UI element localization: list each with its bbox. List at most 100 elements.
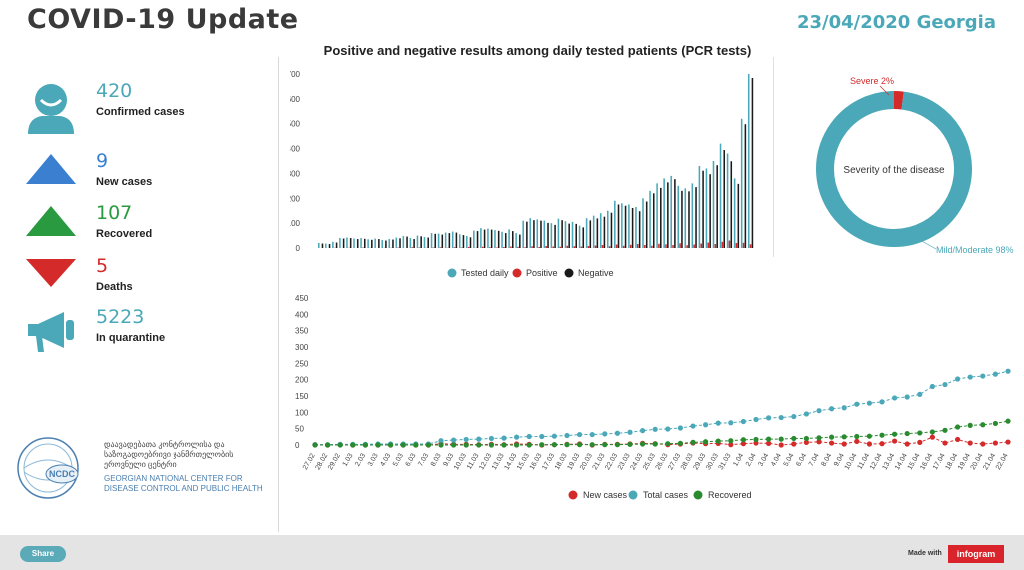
- bar-positive: [481, 246, 484, 248]
- y-tick-label: 600: [290, 95, 301, 104]
- data-point: [526, 442, 532, 448]
- ncdc-badge: NCDC: [49, 469, 75, 479]
- bar-tested: [444, 232, 447, 248]
- data-point: [665, 441, 671, 447]
- bar-tested: [501, 231, 503, 248]
- data-point: [904, 441, 910, 447]
- data-point: [514, 434, 520, 440]
- bar-positive: [566, 245, 569, 248]
- bar-positive: [735, 243, 738, 248]
- data-point: [904, 430, 910, 437]
- data-point: [652, 426, 658, 432]
- data-point: [753, 440, 759, 446]
- share-button[interactable]: Share: [20, 546, 66, 562]
- bar-tested: [747, 74, 750, 248]
- bar-negative: [441, 234, 444, 248]
- legend-label: Total cases: [643, 490, 689, 500]
- bar-negative: [519, 234, 521, 248]
- data-point: [337, 442, 343, 448]
- legend-marker: [568, 490, 578, 500]
- bar-positive: [728, 240, 731, 248]
- bar-negative: [561, 220, 563, 248]
- data-point: [375, 442, 381, 448]
- bar-tested: [487, 228, 489, 248]
- pie-leader-line: [879, 85, 890, 96]
- chart-divider: [773, 57, 774, 257]
- data-point: [1005, 368, 1011, 374]
- data-point: [829, 440, 835, 446]
- bar-tested: [719, 143, 722, 248]
- y-tick-label: 300: [295, 343, 309, 352]
- bar-tested: [536, 219, 539, 248]
- bar-tested: [712, 161, 715, 248]
- stat-recovered: 107 Recovered: [24, 202, 264, 252]
- bar-positive: [693, 244, 695, 248]
- stat-label: New cases: [96, 176, 153, 188]
- data-point: [602, 442, 608, 448]
- infogram-logo[interactable]: infogram: [948, 545, 1004, 563]
- bar-tested: [578, 225, 581, 248]
- bar-positive: [580, 246, 583, 248]
- triangle-up-green-icon: [26, 206, 76, 236]
- data-point: [841, 434, 847, 440]
- bar-tested: [550, 223, 553, 248]
- x-tick-label: 31.03: [718, 452, 733, 471]
- data-point: [778, 436, 784, 442]
- data-point: [312, 442, 318, 448]
- data-point: [866, 433, 873, 439]
- bar-positive: [658, 243, 660, 248]
- x-tick-label: 3.04: [757, 452, 770, 467]
- bar-negative: [610, 212, 613, 248]
- data-point: [917, 439, 923, 445]
- bar-negative: [497, 230, 500, 248]
- data-point: [728, 442, 734, 448]
- bar-tested: [318, 243, 320, 248]
- data-point: [879, 399, 885, 405]
- bar-tested: [430, 233, 433, 248]
- bar-positive: [615, 244, 618, 248]
- megaphone-icon: [28, 312, 74, 352]
- bar-negative: [371, 239, 373, 248]
- data-point: [551, 433, 557, 439]
- data-point: [879, 441, 885, 447]
- bar-positive: [707, 242, 710, 248]
- bar-positive: [573, 246, 576, 248]
- bar-tested: [353, 238, 355, 248]
- bar-tested: [684, 188, 687, 248]
- bar-positive: [531, 246, 533, 248]
- data-point: [488, 435, 494, 442]
- bar-positive: [503, 247, 505, 248]
- data-point: [501, 435, 507, 441]
- x-tick-label: 10.03: [453, 452, 468, 471]
- data-point: [980, 373, 986, 379]
- data-point: [703, 439, 709, 445]
- legend-label: Tested daily: [461, 268, 509, 278]
- data-point: [803, 435, 810, 442]
- triangle-up-blue-icon: [26, 154, 76, 184]
- data-point: [577, 442, 583, 448]
- bar-negative: [603, 216, 606, 248]
- bar-tested: [564, 221, 567, 248]
- data-point: [577, 431, 583, 438]
- bar-tested: [691, 183, 694, 248]
- bar-negative: [540, 220, 542, 248]
- bar-negative: [547, 222, 549, 248]
- data-point: [816, 439, 822, 445]
- donut-chart: Severe 2% Mild/Moderate 98% Severity of th…: [816, 76, 1014, 255]
- footer-bar: [0, 535, 1024, 570]
- bar-positive: [672, 245, 674, 248]
- legend-marker: [693, 490, 703, 500]
- bar-positive: [538, 247, 540, 248]
- bar-tested: [332, 241, 334, 248]
- x-tick-label: 22.04: [995, 452, 1010, 471]
- data-point: [1005, 439, 1011, 445]
- data-point: [992, 420, 999, 427]
- chart-title: Positive and negative results among dail…: [323, 43, 752, 58]
- bar-positive: [679, 243, 681, 248]
- data-point: [980, 422, 986, 428]
- bar-tested: [628, 204, 630, 248]
- y-tick-label: 250: [295, 359, 309, 368]
- legend-label: New cases: [583, 490, 628, 500]
- donut-center-label: Severity of the disease: [843, 165, 945, 176]
- bar-negative: [413, 239, 415, 248]
